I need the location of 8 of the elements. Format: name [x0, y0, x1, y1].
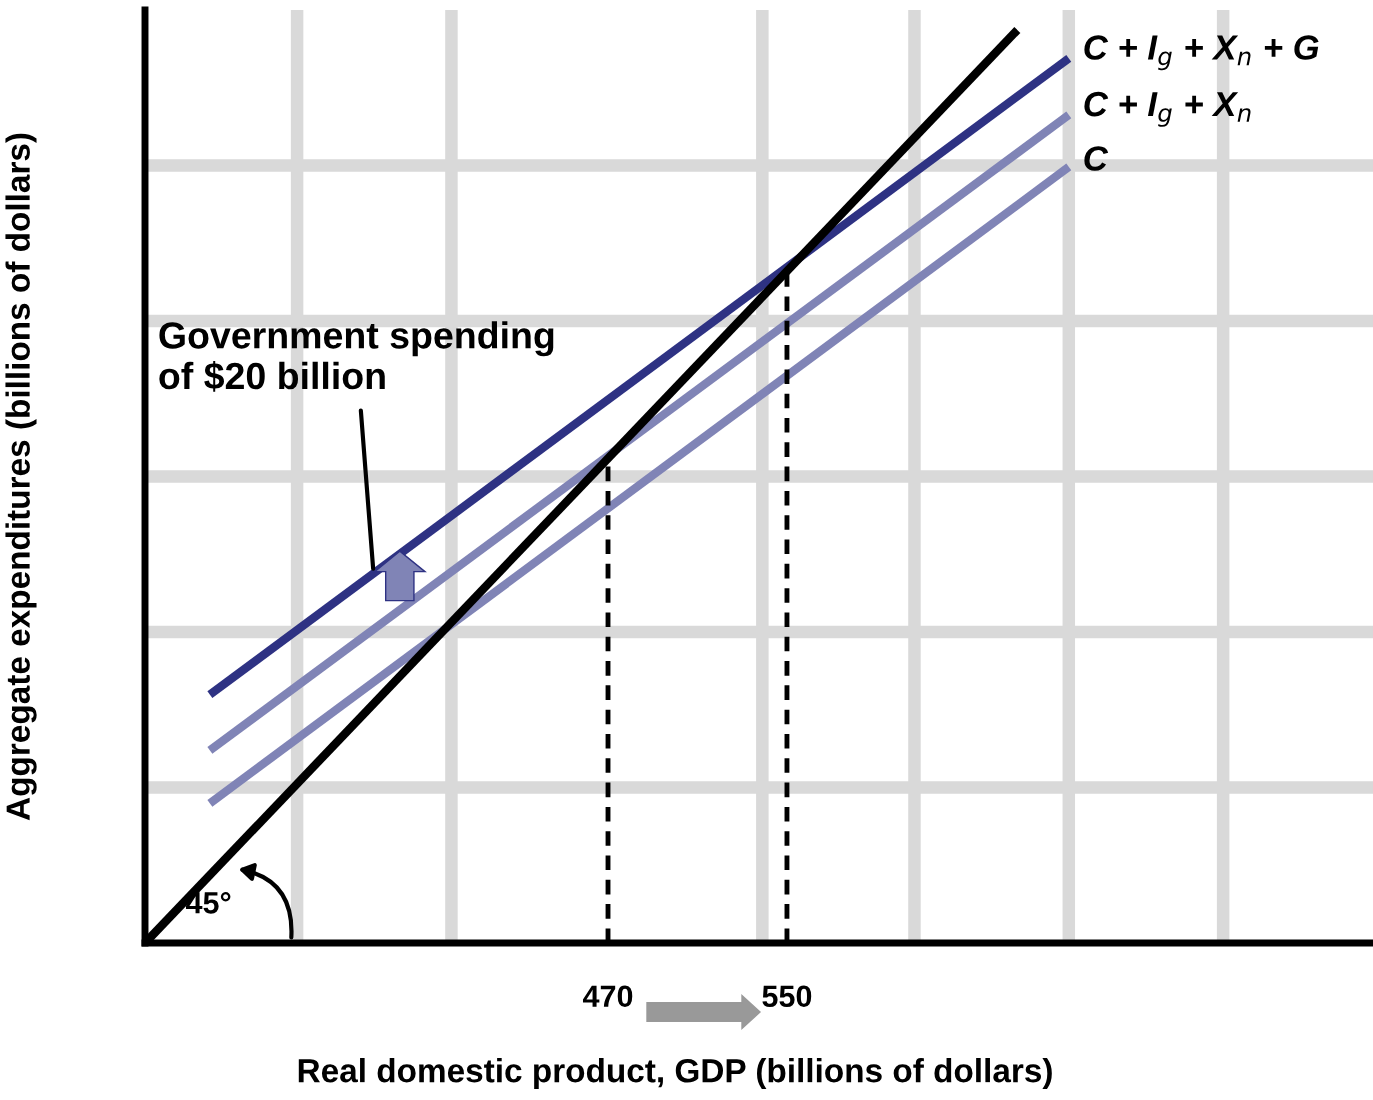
series-label: C + I$_{g}$ + X$_{n}$ — [1084, 91, 1251, 127]
y-axis-title: Aggregate expenditures (billions of dollars) — [5, 133, 37, 821]
x-tick-label: 470 — [582, 985, 633, 1008]
series-label: C + I$_{g}$ + X$_{n}$ + G — [1084, 35, 1319, 71]
series-label: C — [1084, 146, 1109, 171]
x-tick-label: 550 — [762, 985, 812, 1008]
annotation: Government spending of $20 billion — [159, 321, 554, 392]
x-axis-title: Real domestic product, GDP (billions of dollars) — [298, 1058, 1052, 1090]
